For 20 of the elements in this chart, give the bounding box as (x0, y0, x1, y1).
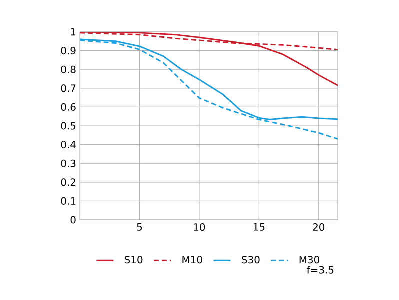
text: f=3.5 (307, 266, 334, 274)
legend-label: M30 (300, 256, 320, 264)
y-tick-label: 0.8 (61, 66, 76, 74)
x-tick-label: 5 (137, 224, 142, 231)
y-tick-label: 0 (70, 216, 76, 224)
y-tick-label: 0.4 (61, 141, 76, 149)
y-tick-label: 0.7 (61, 84, 76, 92)
legend-label: S30 (242, 256, 260, 264)
y-tick-label: 0.1 (61, 197, 76, 205)
x-tick-label: 10 (194, 224, 206, 232)
y-tick-label: 0.5 (61, 122, 76, 130)
legend-label: S10 (124, 256, 143, 264)
y-tick-label: 0.9 (61, 47, 76, 55)
y-tick-label: 1 (71, 28, 76, 36)
x-tick-label: 15 (254, 224, 265, 231)
x-tick-label: 20 (313, 224, 325, 232)
y-tick-label: 0.6 (61, 103, 76, 111)
y-tick-label: 0.3 (61, 160, 76, 168)
legend-label: M10 (182, 256, 202, 264)
y-tick-label: 0.2 (61, 178, 76, 186)
